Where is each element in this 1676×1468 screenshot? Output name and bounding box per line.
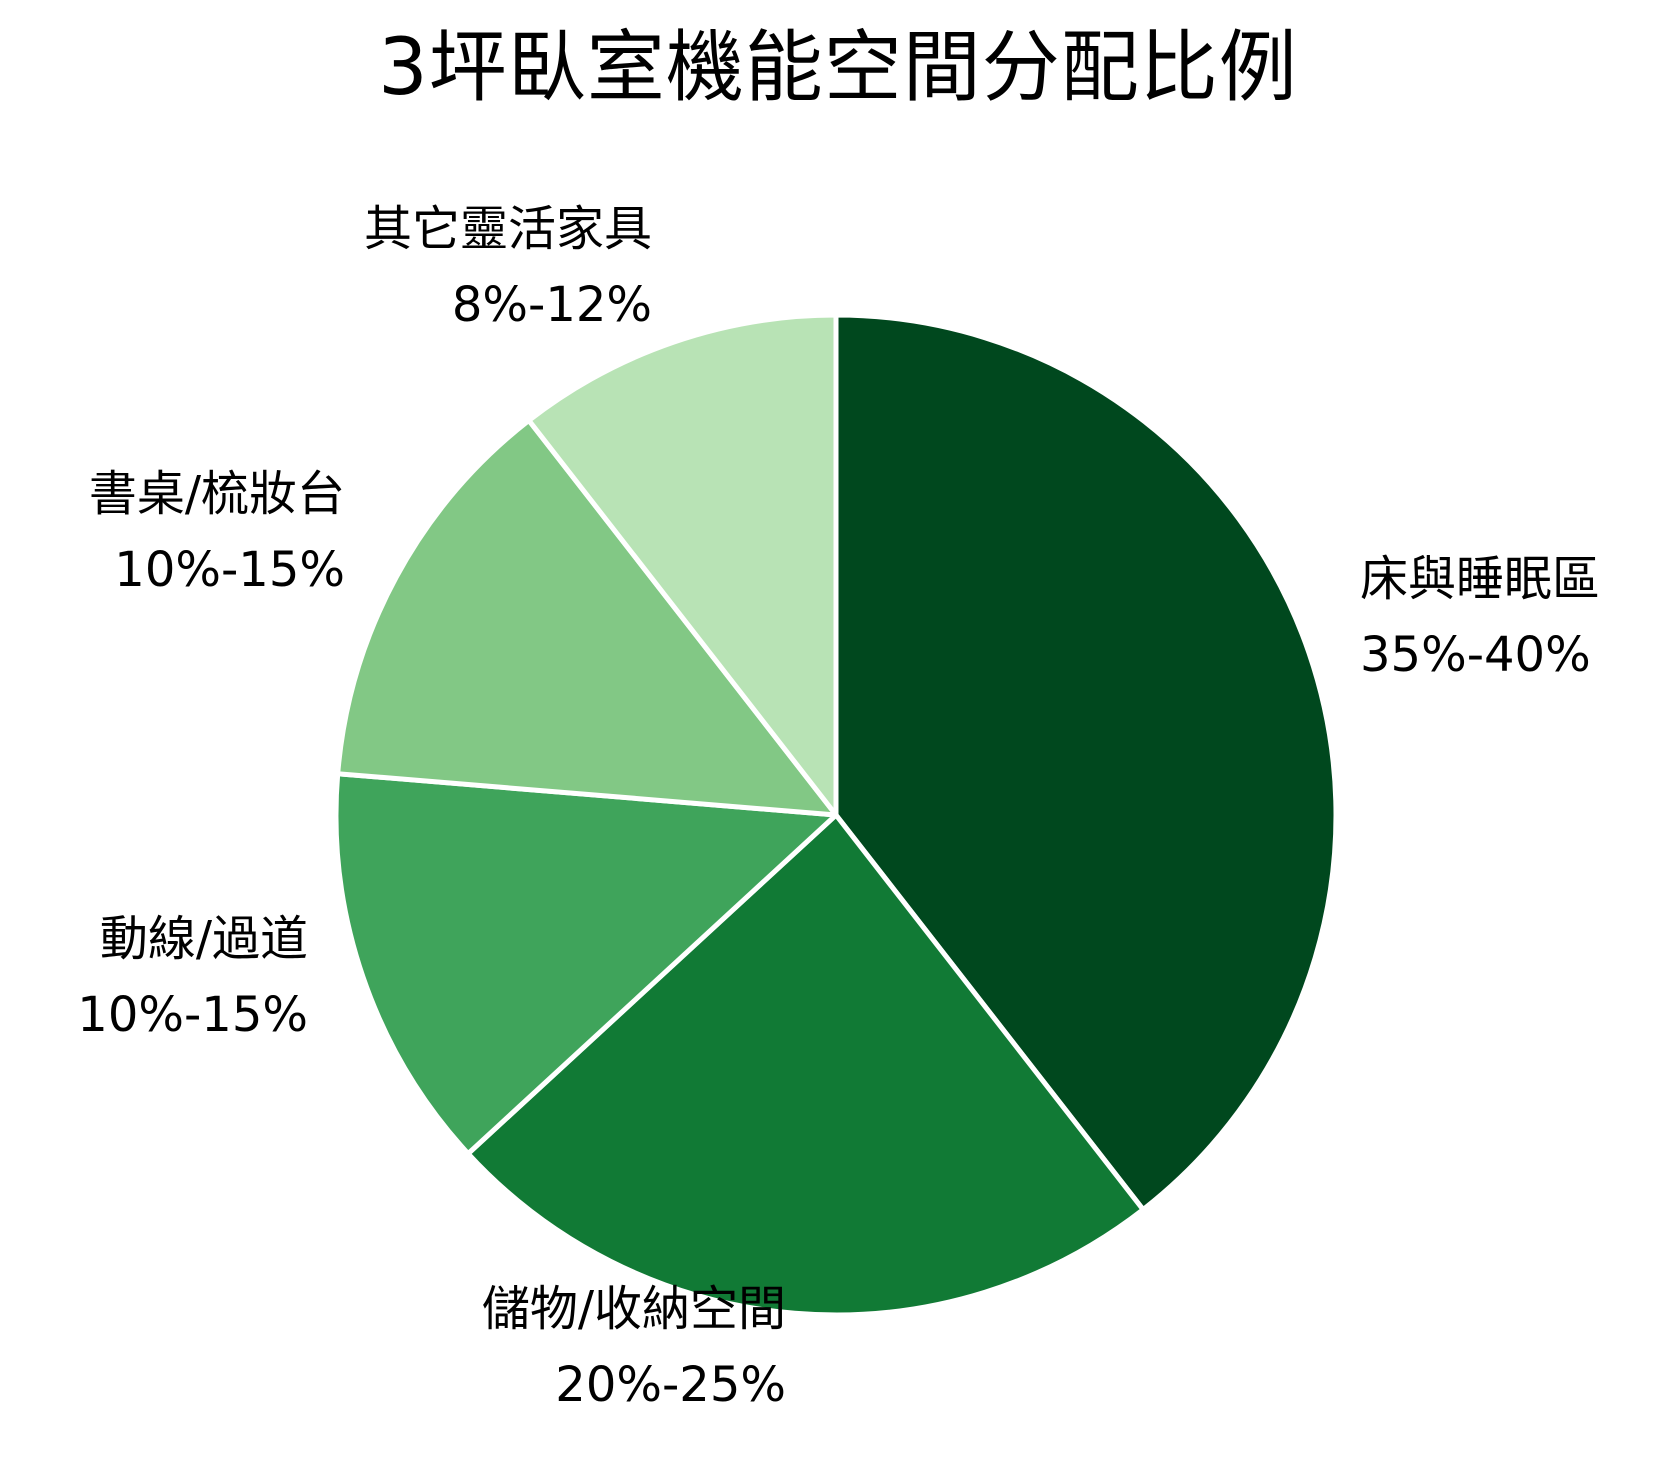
pie-slice-2 — [465, 812, 1146, 1318]
slice-label-2: 儲物/收納空間 — [482, 1281, 786, 1337]
slice-value-label-5: 8%-12% — [452, 277, 652, 333]
pie-slice-3 — [333, 771, 839, 1157]
slice-value-label-3: 10%-15% — [77, 987, 308, 1043]
pie-slice-4 — [335, 417, 839, 818]
slice-value-label-4: 10%-15% — [114, 542, 345, 598]
pie-slice-5 — [526, 312, 839, 818]
slice-label-1: 床與睡眠區 — [1360, 551, 1600, 607]
pie-slice-1 — [833, 312, 1339, 1213]
chart-title: 3坪臥室機能空間分配比例 — [378, 23, 1298, 113]
slice-label-4: 書桌/梳妝台 — [89, 466, 345, 522]
slice-value-label-2: 20%-25% — [555, 1357, 786, 1413]
slice-value-label-1: 35%-40% — [1360, 627, 1591, 683]
slice-label-3: 動線/過道 — [100, 911, 308, 967]
pie-labels: 床與睡眠區 35%-40% 儲物/收納空間 20%-25% 動線/過道 10%-15% 書桌… — [77, 201, 1600, 1413]
pie-slices — [333, 312, 1339, 1318]
slice-label-5: 其它靈活家具 — [364, 201, 652, 257]
